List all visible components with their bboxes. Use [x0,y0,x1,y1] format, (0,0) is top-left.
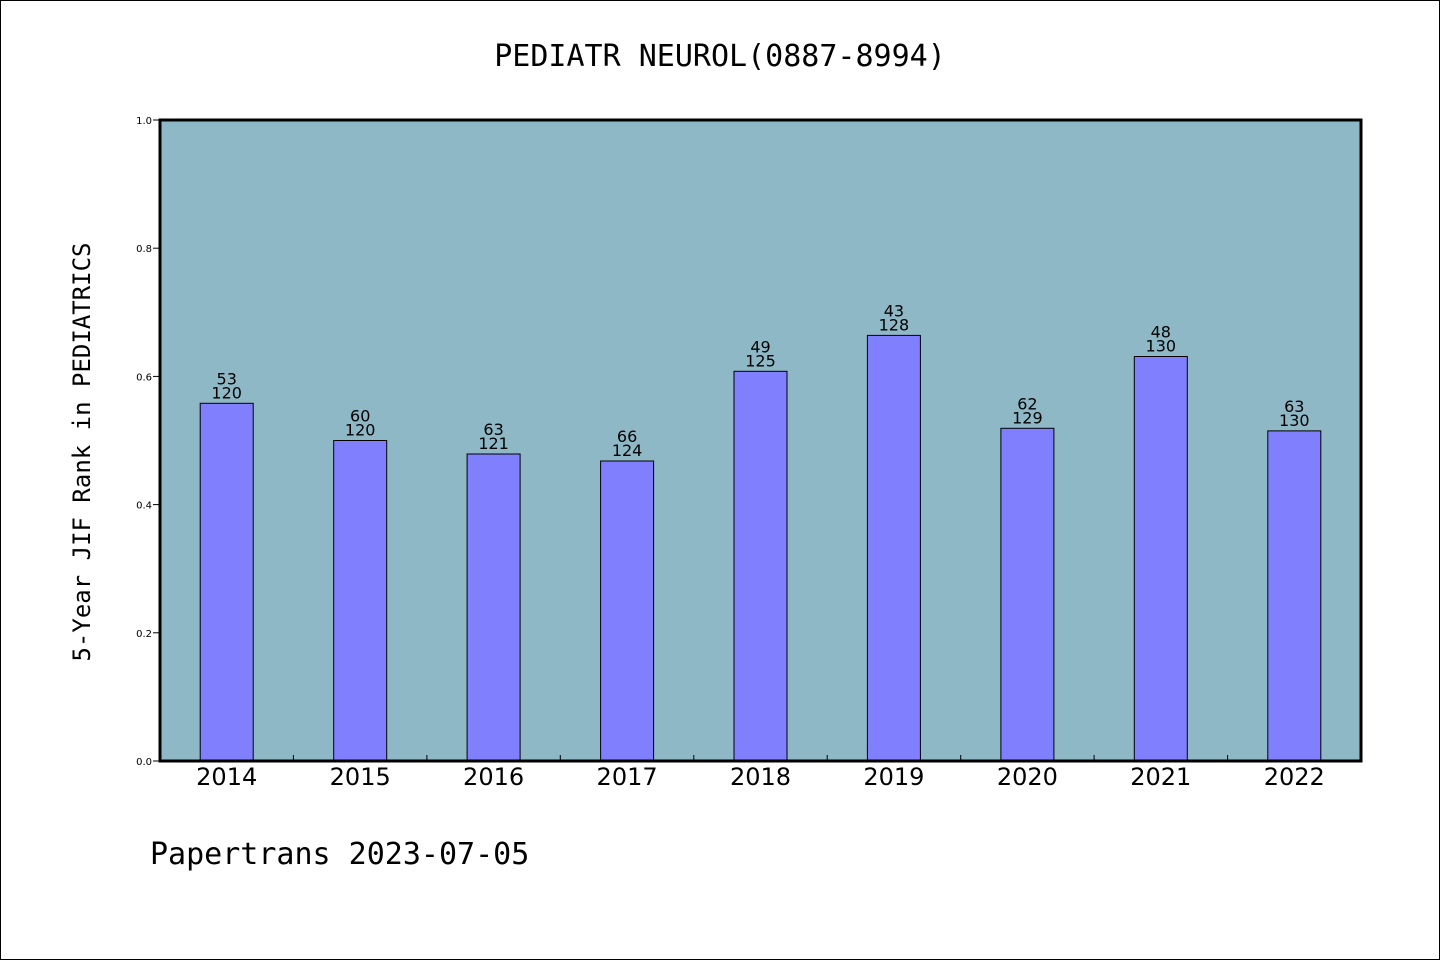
bar-rank-label-2022: 63 [1284,397,1304,416]
bar-2021 [1133,356,1188,762]
plot-border [158,118,1363,763]
bar-total-label-2022: 130 [1279,411,1310,430]
y-tick-label-0.0: 0.0 [136,757,152,768]
x-axis-ticks: 2014 2015 2016 2017 2018 2019 2020 2021 2022 [196,755,1325,791]
y-axis-label: 5-Year JIF Rank in PEDIATRICS [68,242,96,661]
bar-rank-label-2014: 53 [217,369,237,388]
x-tick-label-2019: 2019 [863,763,924,791]
bar-rank-label-2019: 43 [884,301,904,320]
bar-total-label-2018: 125 [745,351,776,370]
bar-2022 [1267,430,1322,762]
bar-2016 [466,453,521,762]
y-tick-label-0.2: 0.2 [136,629,152,640]
x-tick-label-2015: 2015 [330,763,391,791]
bar-2017 [600,460,655,762]
x-tick-label-2017: 2017 [597,763,658,791]
bar-rank-label-2021: 48 [1151,323,1171,342]
bar-2015 [333,440,388,762]
bar-2018 [733,370,788,762]
x-tick-label-2018: 2018 [730,763,791,791]
footer-credit: Papertrans 2023-07-05 [150,837,529,872]
y-tick-label-0.8: 0.8 [136,244,152,255]
bar-total-label-2020: 129 [1012,408,1043,427]
chart-title: PEDIATR NEUROL(0887-8994) [494,39,946,74]
bar-rank-label-2016: 63 [483,420,503,439]
bar-rank-label-2020: 62 [1017,394,1037,413]
bar-rank-label-2015: 60 [350,407,370,426]
x-tick-label-2022: 2022 [1264,763,1325,791]
bar-total-label-2021: 130 [1146,337,1177,356]
bar-2020 [1000,427,1055,762]
x-tick-label-2014: 2014 [196,763,257,791]
bar-rank-label-2018: 49 [750,337,770,356]
x-tick-label-2020: 2020 [997,763,1058,791]
bar-total-label-2014: 120 [211,383,242,402]
bar-total-label-2016: 121 [478,434,509,453]
bar-total-label-2015: 120 [345,421,376,440]
bar-total-label-2017: 124 [612,441,643,460]
x-tick-label-2016: 2016 [463,763,524,791]
bar-rank-label-2017: 66 [617,427,637,446]
x-tick-label-2021: 2021 [1130,763,1191,791]
y-tick-label-0.6: 0.6 [136,372,152,383]
bar-total-label-2019: 128 [879,315,910,334]
bar-2019 [866,334,921,762]
y-axis-ticks: 0.0 0.2 0.4 0.6 0.8 1.0 [136,116,160,768]
y-tick-label-0.4: 0.4 [136,501,152,512]
bar-2014 [199,402,254,762]
y-tick-label-1.0: 1.0 [136,116,152,127]
